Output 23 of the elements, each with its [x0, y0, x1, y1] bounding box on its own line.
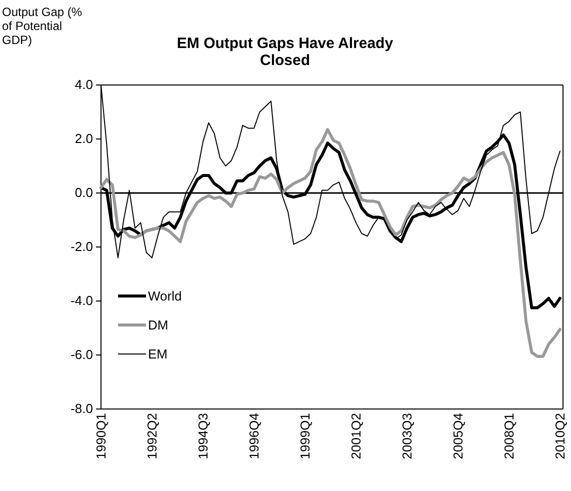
legend-label: EM	[148, 346, 168, 362]
y-tick-label: 2.0	[74, 131, 93, 146]
x-tick-label: 1990Q1	[94, 413, 109, 460]
legend-label: World	[148, 288, 182, 304]
y-tick-label: 4.0	[74, 77, 93, 92]
y-tick-label: -8.0	[70, 401, 93, 416]
x-tick-label: 1994Q3	[196, 413, 211, 460]
y-tick-label: 0.0	[74, 185, 93, 200]
legend-label: DM	[148, 318, 168, 333]
x-tick-label: 2001Q2	[348, 413, 364, 460]
chart-title: EM Output Gaps Have Already Closed	[176, 35, 394, 69]
x-tick-label: 1999Q1	[298, 413, 313, 460]
x-tick-label: 2003Q3	[400, 413, 415, 460]
x-tick-label: 1996Q4	[246, 413, 262, 460]
y-tick-label: -2.0	[70, 239, 93, 254]
y-axis-title: Output Gap (% of Potential GDP)	[2, 5, 82, 47]
x-tick-label: 1992Q2	[144, 413, 160, 460]
x-tick-label: 2005Q4	[450, 413, 466, 460]
x-tick-label: 2008Q1	[502, 413, 517, 460]
y-tick-label: -4.0	[70, 293, 93, 308]
x-tick-label: 2010Q2	[552, 413, 568, 460]
y-tick-label: -6.0	[70, 347, 93, 362]
line-series	[100, 128, 562, 358]
